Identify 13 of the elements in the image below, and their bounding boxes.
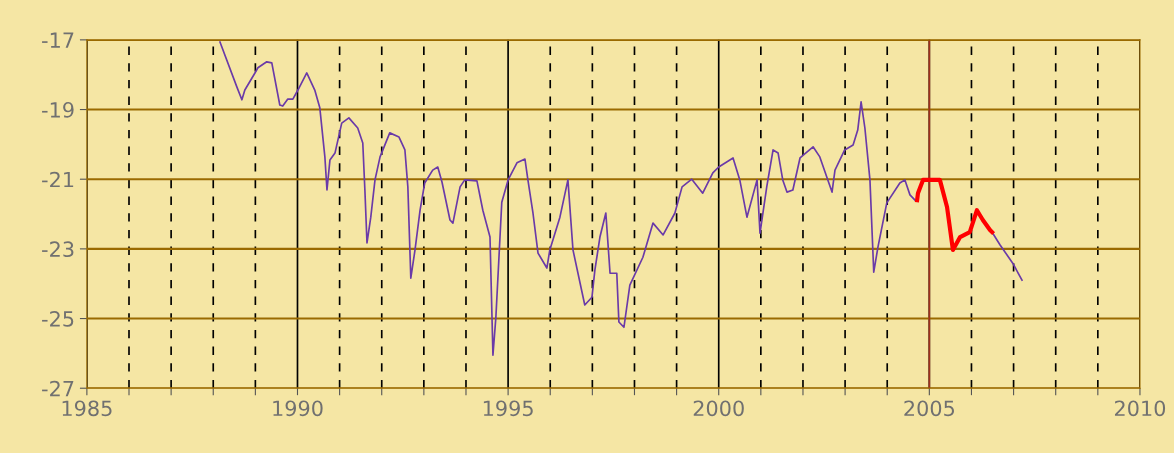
y-tick-label: -25	[42, 311, 74, 327]
x-tick-label: 1985	[62, 400, 112, 417]
x-tick-label: 2005	[904, 400, 955, 417]
x-tick-label: 2010	[1114, 400, 1166, 417]
y-tick-label: -27	[42, 380, 74, 397]
y-tick-label: -21	[42, 171, 74, 188]
line-series	[915, 177, 995, 253]
x-tick-label: 1990	[273, 400, 323, 417]
y-tick-label: -17	[42, 32, 74, 48]
y-tick-label: -23	[42, 241, 74, 258]
x-tick-label: 1995	[483, 400, 533, 417]
y-tick-label: -19	[42, 101, 74, 118]
x-tick-label: 2000	[693, 400, 744, 417]
